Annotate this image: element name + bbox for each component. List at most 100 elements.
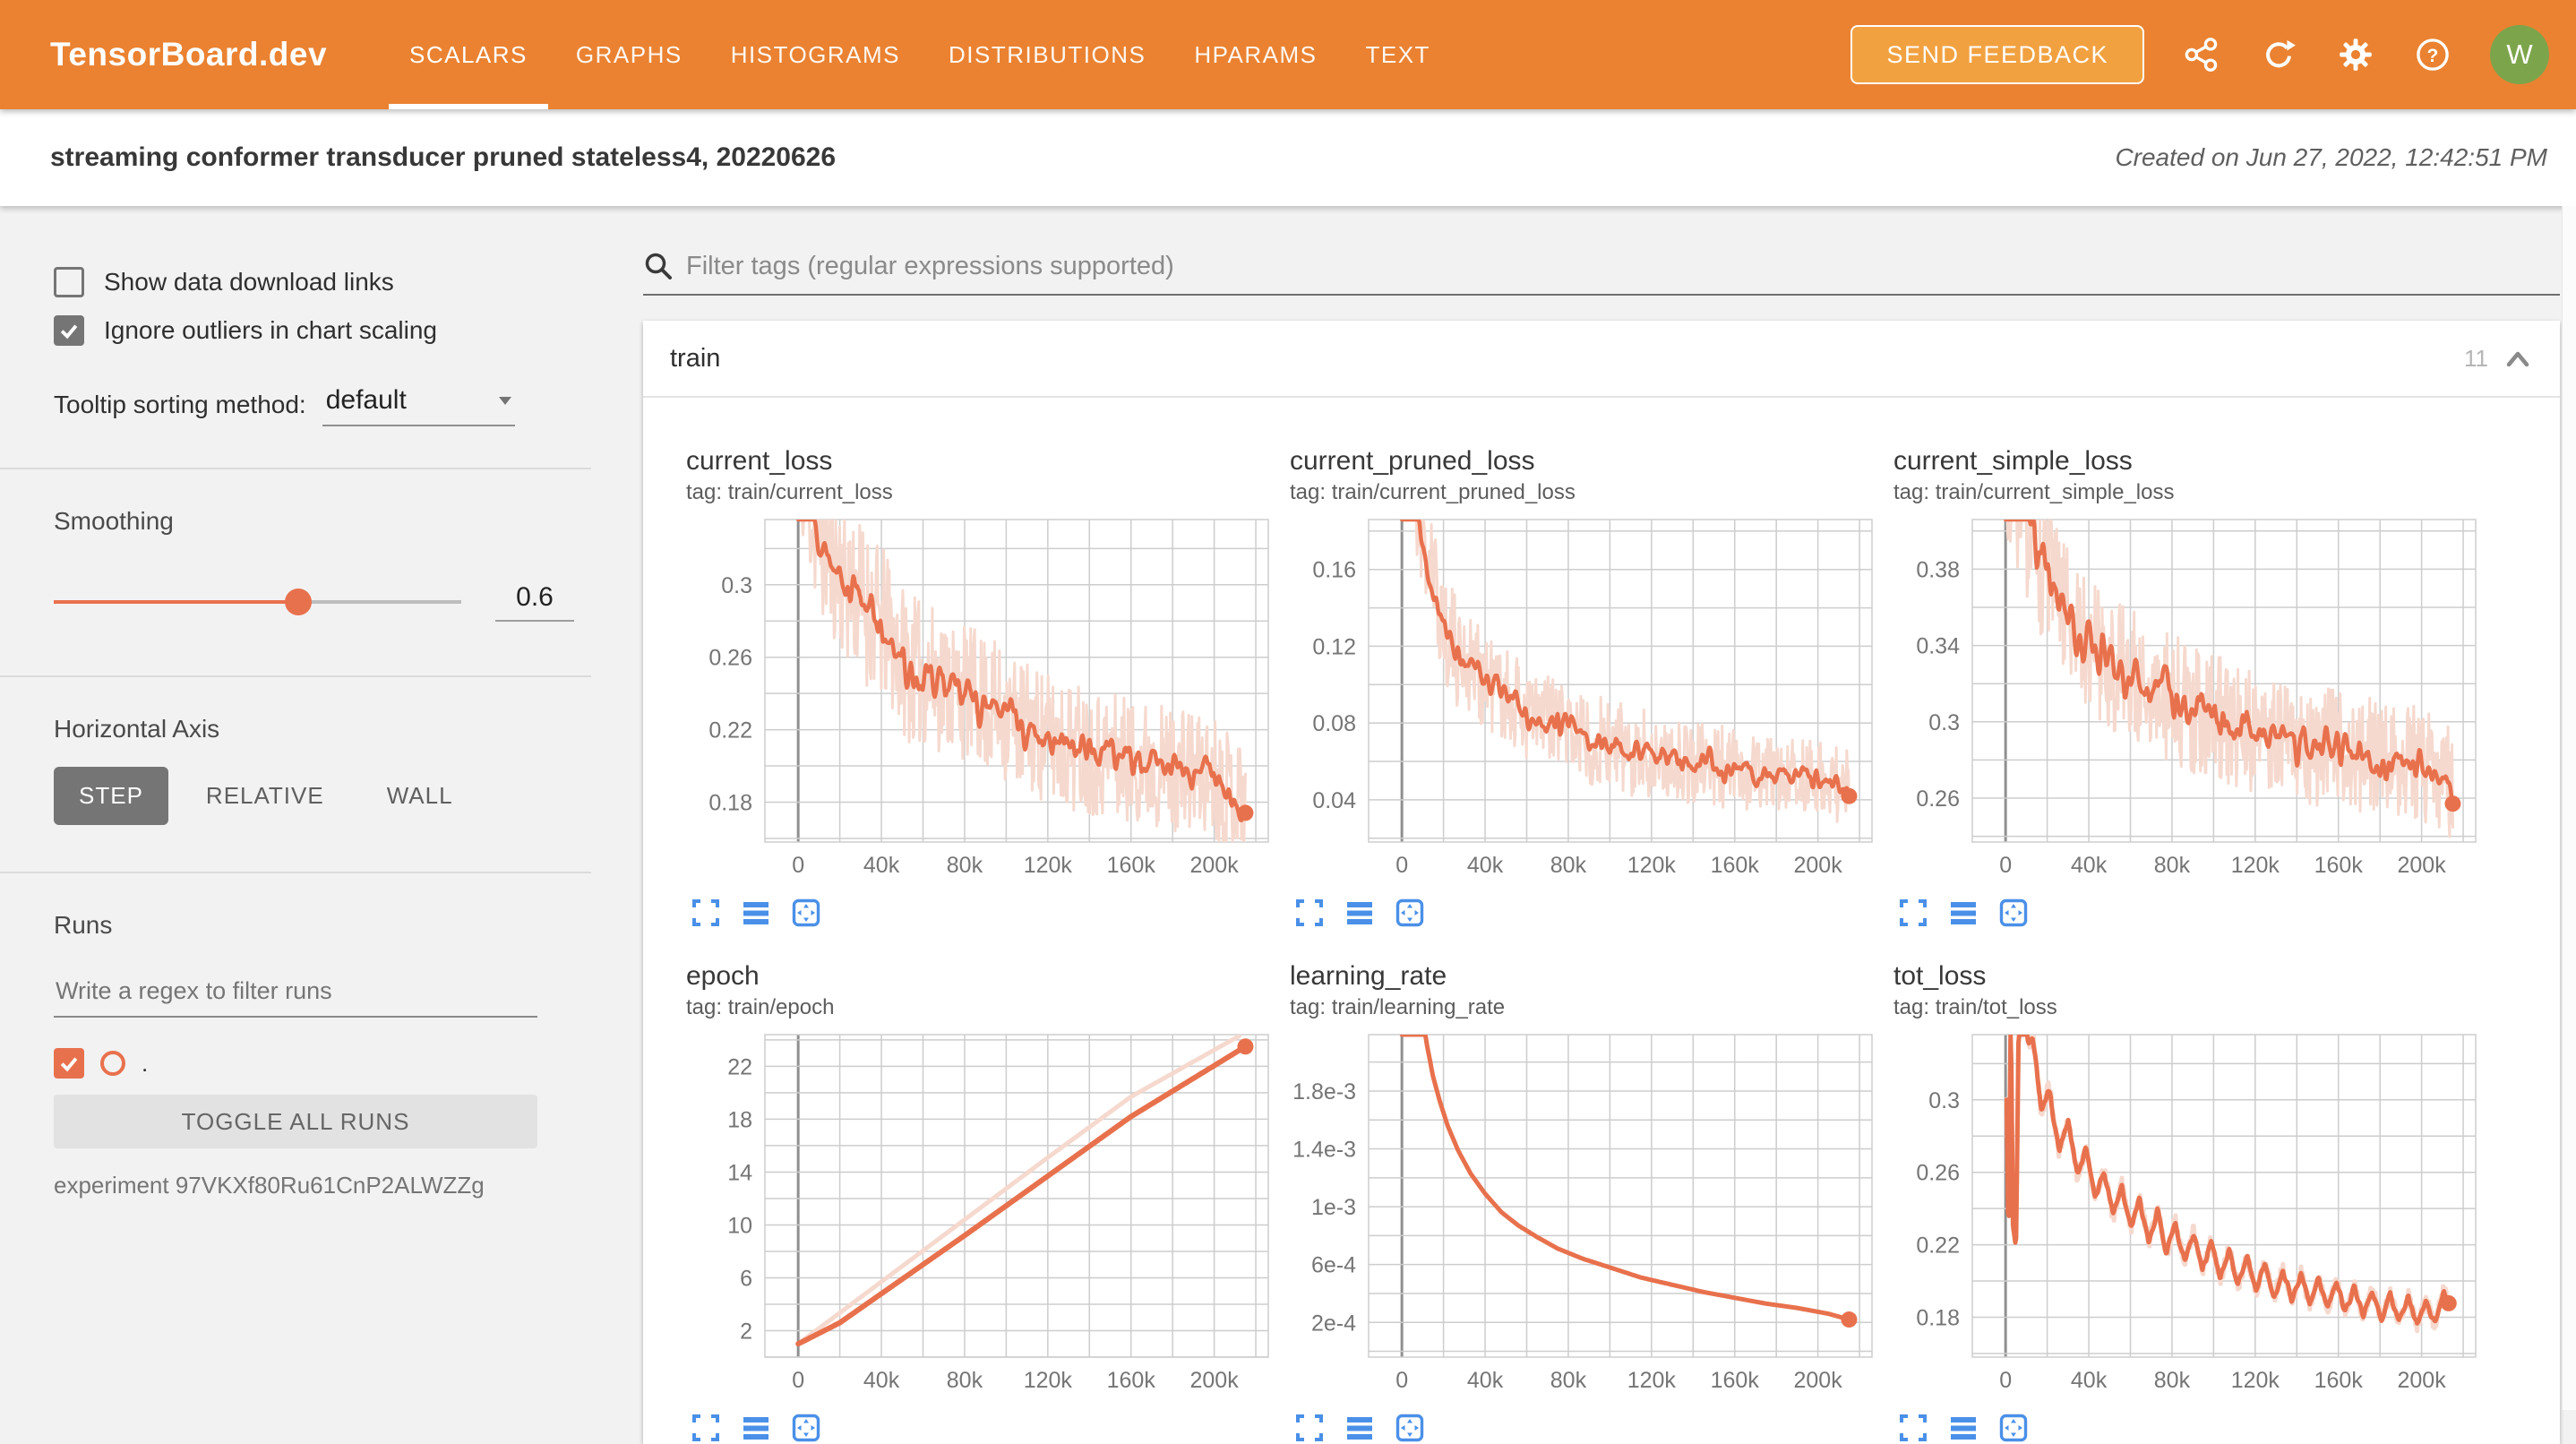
svg-text:6e-4: 6e-4	[1311, 1253, 1356, 1278]
tab-distributions[interactable]: DISTRIBUTIONS	[924, 0, 1170, 109]
svg-text:160k: 160k	[1711, 1368, 1760, 1393]
expand-chart-icon[interactable]	[690, 897, 722, 929]
axis-button-wall[interactable]: WALL	[362, 767, 478, 825]
tab-text[interactable]: TEXT	[1341, 0, 1454, 109]
fit-domain-icon[interactable]	[1997, 1412, 2030, 1444]
expand-chart-icon[interactable]	[690, 1412, 722, 1444]
svg-text:0.22: 0.22	[1916, 1233, 1960, 1259]
runs-regex-input[interactable]	[54, 972, 537, 1018]
tab-hparams[interactable]: HPARAMS	[1170, 0, 1341, 109]
share-icon[interactable]	[2182, 35, 2221, 74]
ignore-outliers-checkbox-row[interactable]: Ignore outliers in chart scaling	[54, 315, 591, 346]
ignore-outliers-checkbox[interactable]	[54, 315, 84, 346]
fit-domain-icon[interactable]	[790, 1412, 822, 1444]
expand-chart-icon[interactable]	[1897, 897, 1929, 929]
svg-text:40k: 40k	[2071, 1368, 2108, 1393]
refresh-icon[interactable]	[2259, 35, 2298, 74]
collapse-icon[interactable]	[2503, 348, 2533, 369]
toggle-all-runs-button[interactable]: TOGGLE ALL RUNS	[54, 1095, 537, 1148]
svg-text:14: 14	[727, 1160, 752, 1185]
horizontal-axis-label: Horizontal Axis	[54, 715, 591, 743]
smoothing-label: Smoothing	[54, 507, 591, 536]
fit-domain-icon[interactable]	[790, 897, 822, 929]
chart-tag: tag: train/learning_rate	[1290, 995, 1879, 1020]
chart-title: current_simple_loss	[1893, 446, 2483, 477]
app-bar-icon-group: ?	[2182, 35, 2452, 74]
chart-tag: tag: train/current_simple_loss	[1893, 480, 2483, 505]
tooltip-sorting-select[interactable]: default	[322, 385, 515, 426]
svg-text:0.26: 0.26	[708, 646, 752, 671]
tooltip-sorting-row: Tooltip sorting method: default	[54, 385, 591, 426]
axis-button-relative[interactable]: RELATIVE	[181, 767, 349, 825]
svg-text:0.38: 0.38	[1916, 557, 1960, 582]
svg-text:40k: 40k	[863, 853, 900, 878]
settings-icon[interactable]	[2336, 35, 2375, 74]
help-icon[interactable]: ?	[2413, 35, 2452, 74]
experiment-title-bar: streaming conformer transducer pruned st…	[0, 109, 2576, 206]
fit-domain-icon[interactable]	[1997, 897, 2030, 929]
svg-text:0: 0	[1999, 853, 2012, 878]
runs-label: Runs	[54, 911, 591, 940]
show-download-links-checkbox-row[interactable]: Show data download links	[54, 267, 591, 297]
filter-tags-input[interactable]	[686, 252, 2560, 281]
runs-table-icon[interactable]	[1947, 897, 1979, 929]
expand-chart-icon[interactable]	[1897, 1412, 1929, 1444]
run-color-circle[interactable]	[100, 1051, 125, 1076]
svg-text:0.26: 0.26	[1916, 1161, 1960, 1186]
send-feedback-button[interactable]: SEND FEEDBACK	[1850, 25, 2144, 84]
avatar[interactable]: W	[2490, 25, 2549, 84]
svg-text:6: 6	[740, 1266, 752, 1291]
svg-text:0: 0	[792, 1368, 804, 1393]
svg-text:0: 0	[1395, 1368, 1408, 1393]
smoothing-row: 0.6	[54, 582, 591, 622]
smoothing-slider[interactable]	[54, 600, 461, 604]
show-download-links-checkbox[interactable]	[54, 267, 84, 297]
smoothing-value[interactable]: 0.6	[495, 582, 574, 622]
settings-sidebar: Show data download links Ignore outliers…	[0, 206, 591, 1410]
svg-text:200k: 200k	[2398, 853, 2447, 878]
svg-text:0: 0	[792, 853, 804, 878]
tab-scalars[interactable]: SCALARS	[385, 0, 552, 109]
ignore-outliers-label: Ignore outliers in chart scaling	[104, 316, 437, 345]
svg-text:0.3: 0.3	[721, 573, 752, 598]
svg-text:0.12: 0.12	[1312, 634, 1356, 659]
tag-group-count: 11	[2464, 345, 2488, 373]
runs-table-icon[interactable]	[1947, 1412, 1979, 1444]
runs-table-icon[interactable]	[740, 897, 772, 929]
svg-text:40k: 40k	[2071, 853, 2108, 878]
fit-domain-icon[interactable]	[1394, 897, 1426, 929]
svg-text:160k: 160k	[1107, 853, 1156, 878]
chart-tag: tag: train/tot_loss	[1893, 995, 2483, 1020]
svg-text:1e-3: 1e-3	[1311, 1195, 1356, 1220]
tab-histograms[interactable]: HISTOGRAMS	[707, 0, 924, 109]
tab-graphs[interactable]: GRAPHS	[552, 0, 707, 109]
fit-domain-icon[interactable]	[1394, 1412, 1426, 1444]
divider	[0, 468, 591, 469]
smoothing-slider-thumb[interactable]	[285, 589, 312, 615]
svg-text:200k: 200k	[1794, 1368, 1843, 1393]
train-card-header[interactable]: train 11	[643, 321, 2560, 398]
axis-button-step[interactable]: STEP	[54, 767, 168, 825]
run-checkbox[interactable]	[54, 1048, 84, 1079]
filter-tags-row	[643, 251, 2560, 296]
runs-table-icon[interactable]	[1344, 897, 1376, 929]
scrollbar[interactable]	[2562, 206, 2576, 1410]
chart-title: epoch	[686, 961, 1275, 992]
svg-text:0.22: 0.22	[708, 718, 752, 743]
expand-chart-icon[interactable]	[1293, 1412, 1326, 1444]
runs-table-icon[interactable]	[1344, 1412, 1376, 1444]
runs-table-icon[interactable]	[740, 1412, 772, 1444]
expand-chart-icon[interactable]	[1293, 897, 1326, 929]
svg-text:80k: 80k	[1550, 1368, 1587, 1393]
app-bar-actions: SEND FEEDBACK ? W	[1850, 0, 2549, 109]
